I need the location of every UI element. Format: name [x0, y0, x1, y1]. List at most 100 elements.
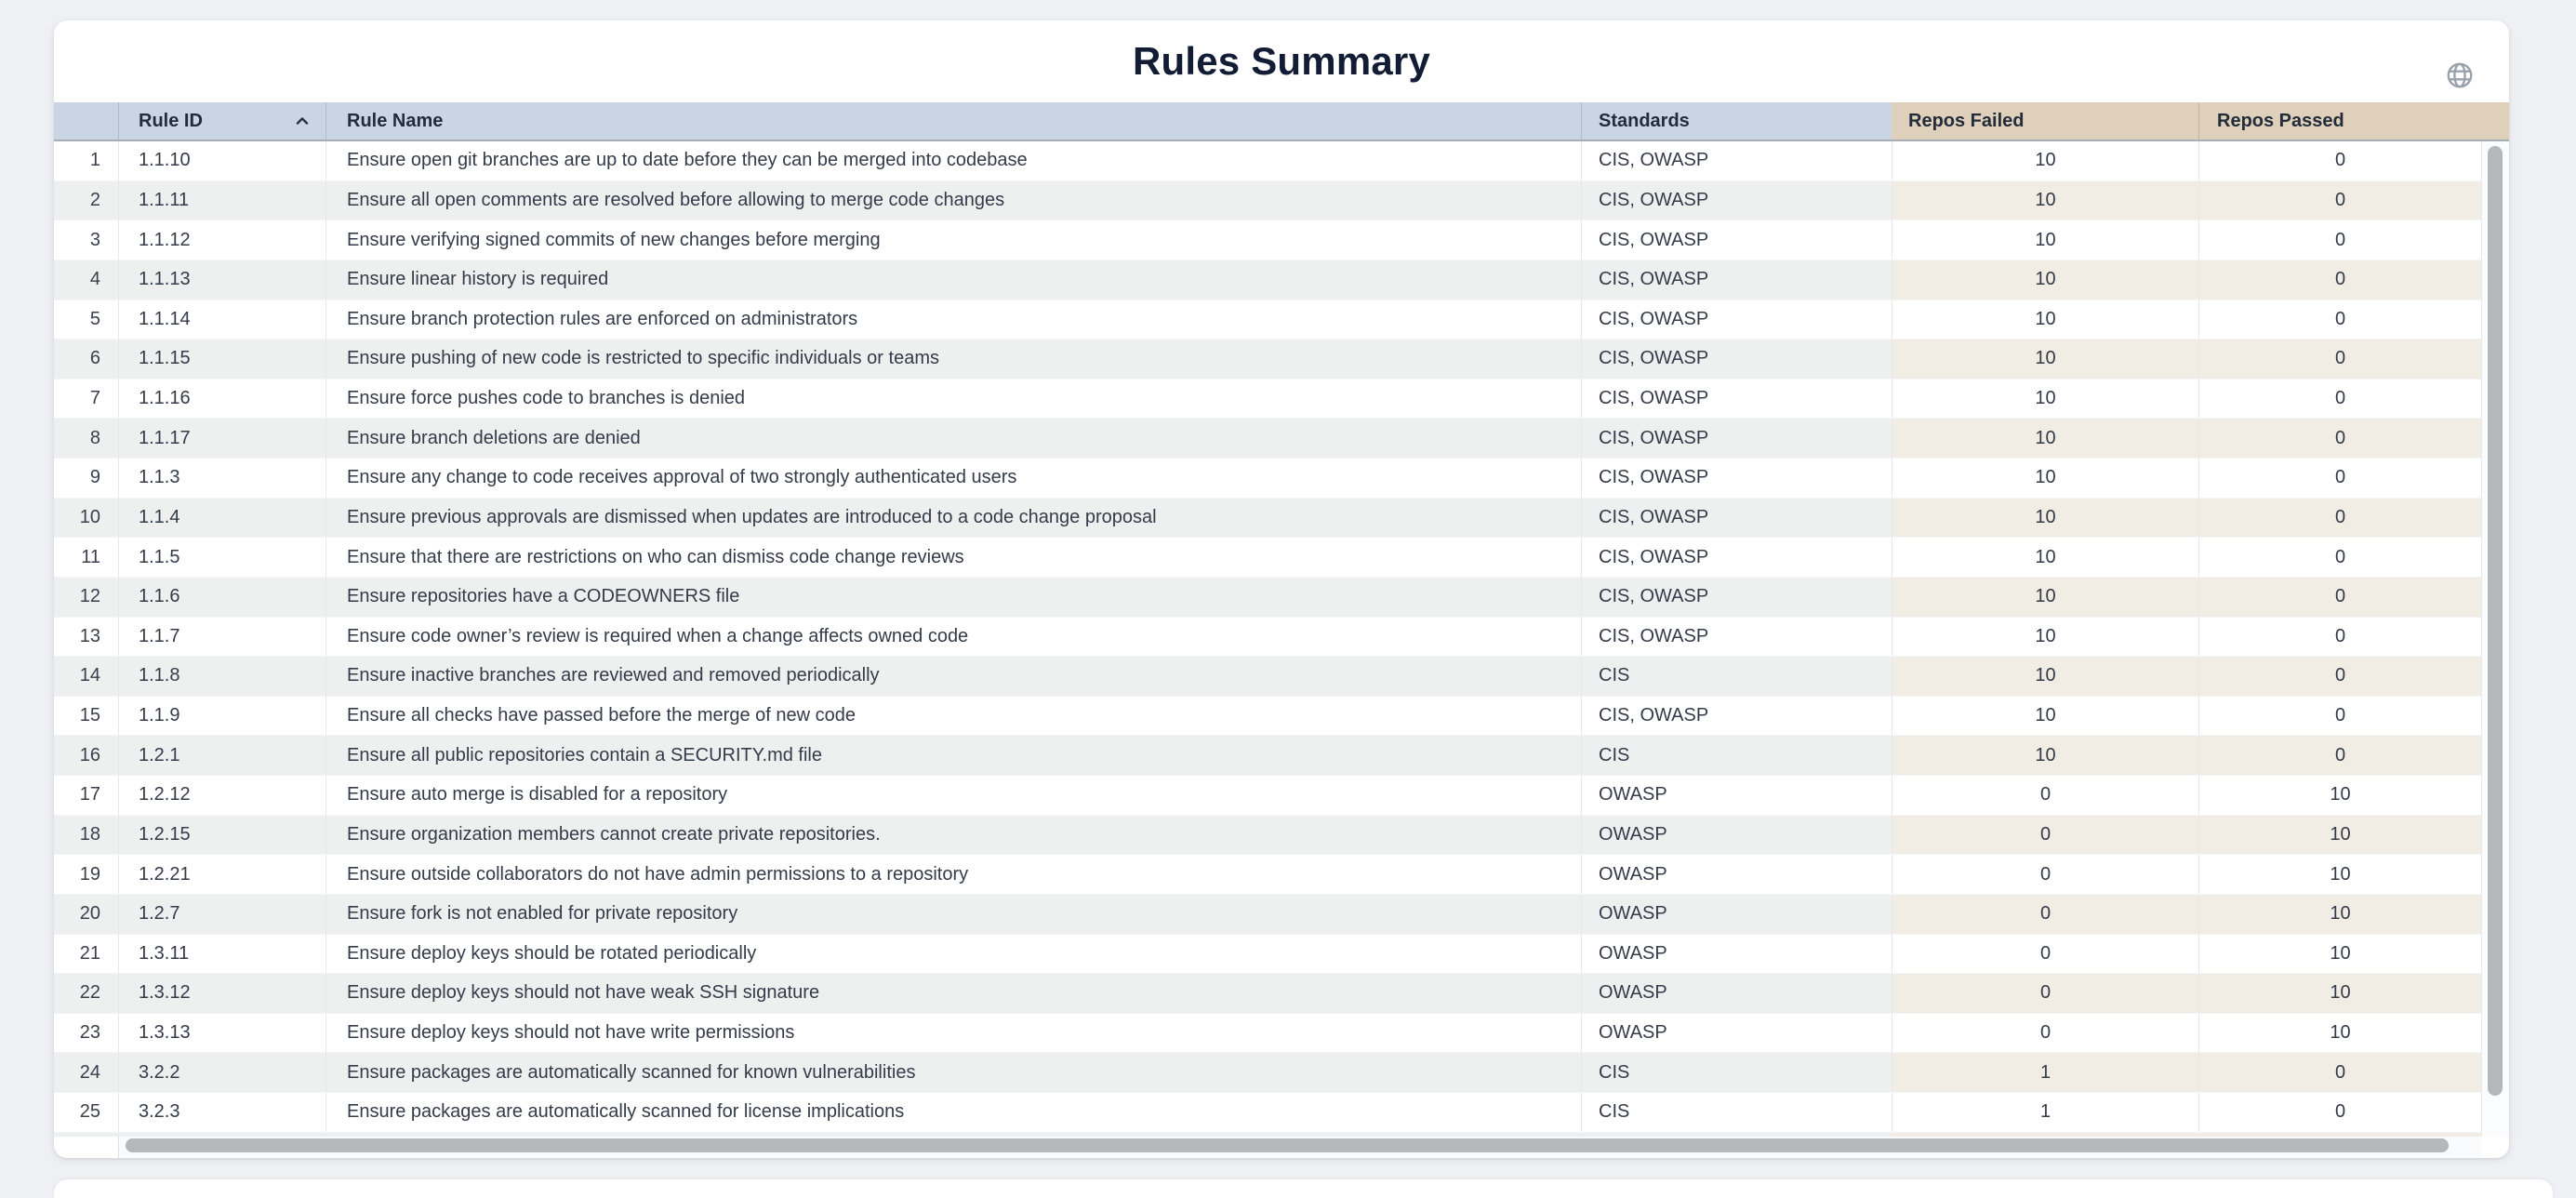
- cell-rule-id: 1.2.7: [118, 894, 325, 934]
- cell-repos-passed: 0: [2198, 1093, 2481, 1132]
- horizontal-scrollbar-thumb[interactable]: [126, 1138, 2449, 1152]
- cell-row-number: 13: [79, 625, 100, 646]
- cell-rule-name: Ensure that there are restrictions on wh…: [325, 538, 1581, 577]
- cell-standards: CIS, OWASP: [1581, 617, 1892, 657]
- table-row[interactable]: 24 3.2.2 Ensure packages are automatical…: [54, 1053, 2481, 1093]
- cell-rule-id: 1.1.11: [118, 180, 325, 220]
- cell-repos-failed: 10: [1892, 339, 2198, 379]
- cell-rule-name: Ensure packages are automatically scanne…: [325, 1093, 1581, 1132]
- cell-rule-id: 1.2.1: [118, 736, 325, 775]
- cell-rule-id: 1.1.7: [118, 617, 325, 657]
- cell-standards: OWASP: [1581, 934, 1892, 974]
- cell-repos-failed: 10: [1892, 657, 2198, 696]
- table-row[interactable]: 9 1.1.3 Ensure any change to code receiv…: [54, 459, 2481, 499]
- table-row[interactable]: 8 1.1.17 Ensure branch deletions are den…: [54, 419, 2481, 459]
- horizontal-scrollbar[interactable]: [118, 1137, 2481, 1158]
- header-cell-repos-failed[interactable]: Repos Failed: [1892, 102, 2198, 140]
- cell-repos-passed: 10: [2198, 855, 2481, 894]
- cell-rule-id: 1.2.12: [118, 776, 325, 815]
- cell-rule-id: 1.1.3: [118, 459, 325, 498]
- card-title-bar: Rules Summary: [54, 20, 2509, 102]
- cell-repos-passed: 0: [2198, 141, 2481, 180]
- cell-row-number: 19: [79, 863, 100, 885]
- chevron-up-icon: [292, 111, 312, 131]
- cell-standards: CIS, OWASP: [1581, 339, 1892, 379]
- cell-repos-failed: 0: [1892, 815, 2198, 855]
- cell-standards: OWASP: [1581, 855, 1892, 894]
- cell-rule-id: 1.1.5: [118, 538, 325, 577]
- table-row[interactable]: 4 1.1.13 Ensure linear history is requir…: [54, 260, 2481, 300]
- header-cell-rule-name[interactable]: Rule Name: [325, 102, 1581, 140]
- header-cell-standards[interactable]: Standards: [1581, 102, 1892, 140]
- cell-repos-passed: 0: [2198, 339, 2481, 379]
- cell-standards: CIS: [1581, 1053, 1892, 1092]
- table-row[interactable]: 12 1.1.6 Ensure repositories have a CODE…: [54, 577, 2481, 618]
- table-row[interactable]: 19 1.2.21 Ensure outside collaborators d…: [54, 855, 2481, 895]
- table-row[interactable]: 2 1.1.11 Ensure all open comments are re…: [54, 180, 2481, 221]
- cell-rule-id: 1.1.12: [118, 220, 325, 260]
- cell-repos-failed: 10: [1892, 498, 2198, 538]
- cell-standards: CIS, OWASP: [1581, 459, 1892, 498]
- table-row[interactable]: 20 1.2.7 Ensure fork is not enabled for …: [54, 894, 2481, 935]
- cell-repos-passed: 0: [2198, 220, 2481, 260]
- cell-rule-name: Ensure verifying signed commits of new c…: [325, 220, 1581, 260]
- cell-rule-name: Ensure deploy keys should not have weak …: [325, 974, 1581, 1013]
- cell-repos-failed: 10: [1892, 736, 2198, 775]
- cell-row-number: 5: [89, 308, 100, 329]
- table-row[interactable]: 25 3.2.3 Ensure packages are automatical…: [54, 1093, 2481, 1133]
- cell-repos-passed: 10: [2198, 1013, 2481, 1053]
- page-title: Rules Summary: [1132, 39, 1431, 83]
- next-row-sliver-tan: [1892, 1133, 2481, 1137]
- cell-rule-name: Ensure pushing of new code is restricted…: [325, 339, 1581, 379]
- vertical-scrollbar-thumb[interactable]: [2488, 146, 2503, 1096]
- table-row[interactable]: 17 1.2.12 Ensure auto merge is disabled …: [54, 776, 2481, 816]
- cell-rule-id: 1.1.6: [118, 577, 325, 617]
- cell-rule-id: 1.1.15: [118, 339, 325, 379]
- cell-repos-passed: 0: [2198, 696, 2481, 736]
- cell-repos-failed: 0: [1892, 934, 2198, 974]
- cell-rule-name: Ensure any change to code receives appro…: [325, 459, 1581, 498]
- cell-repos-failed: 10: [1892, 180, 2198, 220]
- table-row[interactable]: 1 1.1.10 Ensure open git branches are up…: [54, 141, 2481, 181]
- table-row[interactable]: 13 1.1.7 Ensure code owner’s review is r…: [54, 617, 2481, 658]
- cell-repos-failed: 0: [1892, 894, 2198, 934]
- table-row[interactable]: 22 1.3.12 Ensure deploy keys should not …: [54, 974, 2481, 1014]
- globe-icon[interactable]: [2446, 61, 2474, 89]
- header-cell-rule-id[interactable]: Rule ID: [118, 102, 325, 140]
- cell-repos-failed: 10: [1892, 696, 2198, 736]
- cell-rule-name: Ensure all public repositories contain a…: [325, 736, 1581, 775]
- table-row[interactable]: 10 1.1.4 Ensure previous approvals are d…: [54, 498, 2481, 539]
- cell-rule-id: 3.2.3: [118, 1093, 325, 1132]
- cell-repos-passed: 0: [2198, 379, 2481, 419]
- cell-rule-name: Ensure deploy keys should not have write…: [325, 1013, 1581, 1053]
- cell-standards: CIS, OWASP: [1581, 180, 1892, 220]
- table-row[interactable]: 15 1.1.9 Ensure all checks have passed b…: [54, 696, 2481, 737]
- table-row[interactable]: 21 1.3.11 Ensure deploy keys should be r…: [54, 934, 2481, 975]
- cell-row-number: 6: [54, 339, 118, 379]
- cell-row-number: 15: [79, 705, 100, 726]
- cell-standards: CIS, OWASP: [1581, 141, 1892, 180]
- cell-rule-id: 1.1.9: [118, 696, 325, 736]
- cell-standards: CIS, OWASP: [1581, 538, 1892, 577]
- cell-standards: CIS, OWASP: [1581, 300, 1892, 339]
- table-row[interactable]: 7 1.1.16 Ensure force pushes code to bra…: [54, 379, 2481, 419]
- cell-repos-passed: 0: [2198, 419, 2481, 458]
- table-row[interactable]: 3 1.1.12 Ensure verifying signed commits…: [54, 220, 2481, 260]
- cell-standards: CIS, OWASP: [1581, 577, 1892, 617]
- header-cell-repos-passed[interactable]: Repos Passed: [2198, 102, 2509, 140]
- table-header: Rule ID Rule Name Standards Repos Failed…: [54, 102, 2509, 141]
- cell-rule-name: Ensure packages are automatically scanne…: [325, 1053, 1581, 1092]
- table-row[interactable]: 5 1.1.14 Ensure branch protection rules …: [54, 300, 2481, 340]
- table-row[interactable]: 16 1.2.1 Ensure all public repositories …: [54, 736, 2481, 776]
- next-row-sliver: [54, 1133, 2481, 1137]
- cell-standards: OWASP: [1581, 894, 1892, 934]
- table-row[interactable]: 18 1.2.15 Ensure organization members ca…: [54, 815, 2481, 856]
- cell-repos-passed: 10: [2198, 894, 2481, 934]
- vertical-scrollbar[interactable]: [2481, 141, 2509, 1137]
- cell-standards: CIS, OWASP: [1581, 696, 1892, 736]
- table-row[interactable]: 14 1.1.8 Ensure inactive branches are re…: [54, 657, 2481, 697]
- table-row[interactable]: 23 1.3.13 Ensure deploy keys should not …: [54, 1013, 2481, 1054]
- table-row[interactable]: 6 1.1.15 Ensure pushing of new code is r…: [54, 339, 2481, 379]
- cell-rule-id: 1.1.4: [118, 498, 325, 538]
- table-row[interactable]: 11 1.1.5 Ensure that there are restricti…: [54, 538, 2481, 578]
